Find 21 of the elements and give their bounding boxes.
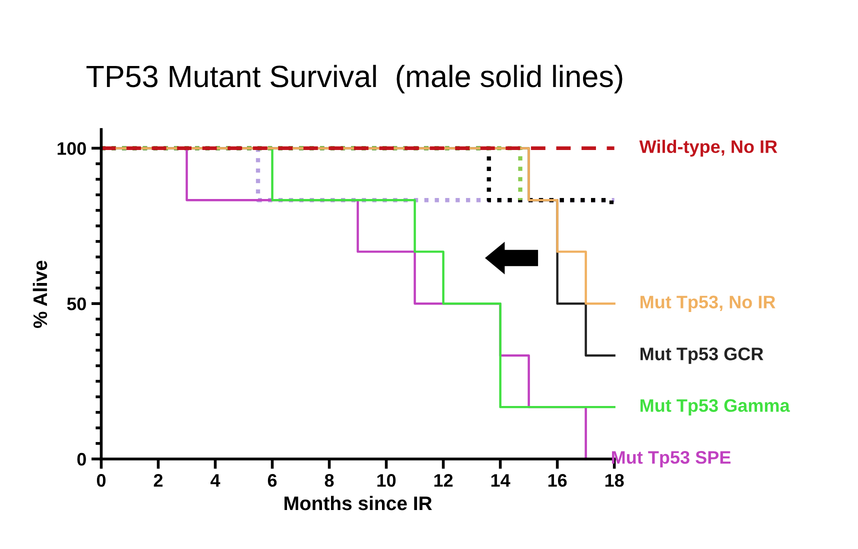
x-tick-label: 4 <box>210 474 220 487</box>
y-tick-label: 0 <box>77 452 86 466</box>
y-tick-label: 100 <box>58 142 86 155</box>
chart-title: TP53 Mutant Survival (male solid lines) <box>86 64 622 94</box>
series-label: Mut Tp53 GCR <box>640 348 764 364</box>
x-axis-title: Months since IR <box>284 496 432 510</box>
series-label: Mut Tp53 Gamma <box>640 399 790 416</box>
y-axis-title: % Alive <box>32 260 48 328</box>
series-label: Mut Tp53 SPE <box>612 451 731 468</box>
x-tick-label: 8 <box>324 474 334 487</box>
x-tick-label: 16 <box>548 474 567 487</box>
x-tick-label: 18 <box>605 474 624 487</box>
x-tick-label: 14 <box>491 474 510 487</box>
series-label: Wild-type, No IR <box>639 140 778 157</box>
x-tick-label: 6 <box>268 474 277 487</box>
x-tick-label: 2 <box>154 474 163 487</box>
x-tick-label: 0 <box>96 474 106 487</box>
x-tick-label: 10 <box>377 474 396 487</box>
series-label: Mut Tp53, No IR <box>640 296 776 312</box>
y-tick-label: 50 <box>67 298 86 310</box>
x-tick-label: 12 <box>434 474 453 487</box>
